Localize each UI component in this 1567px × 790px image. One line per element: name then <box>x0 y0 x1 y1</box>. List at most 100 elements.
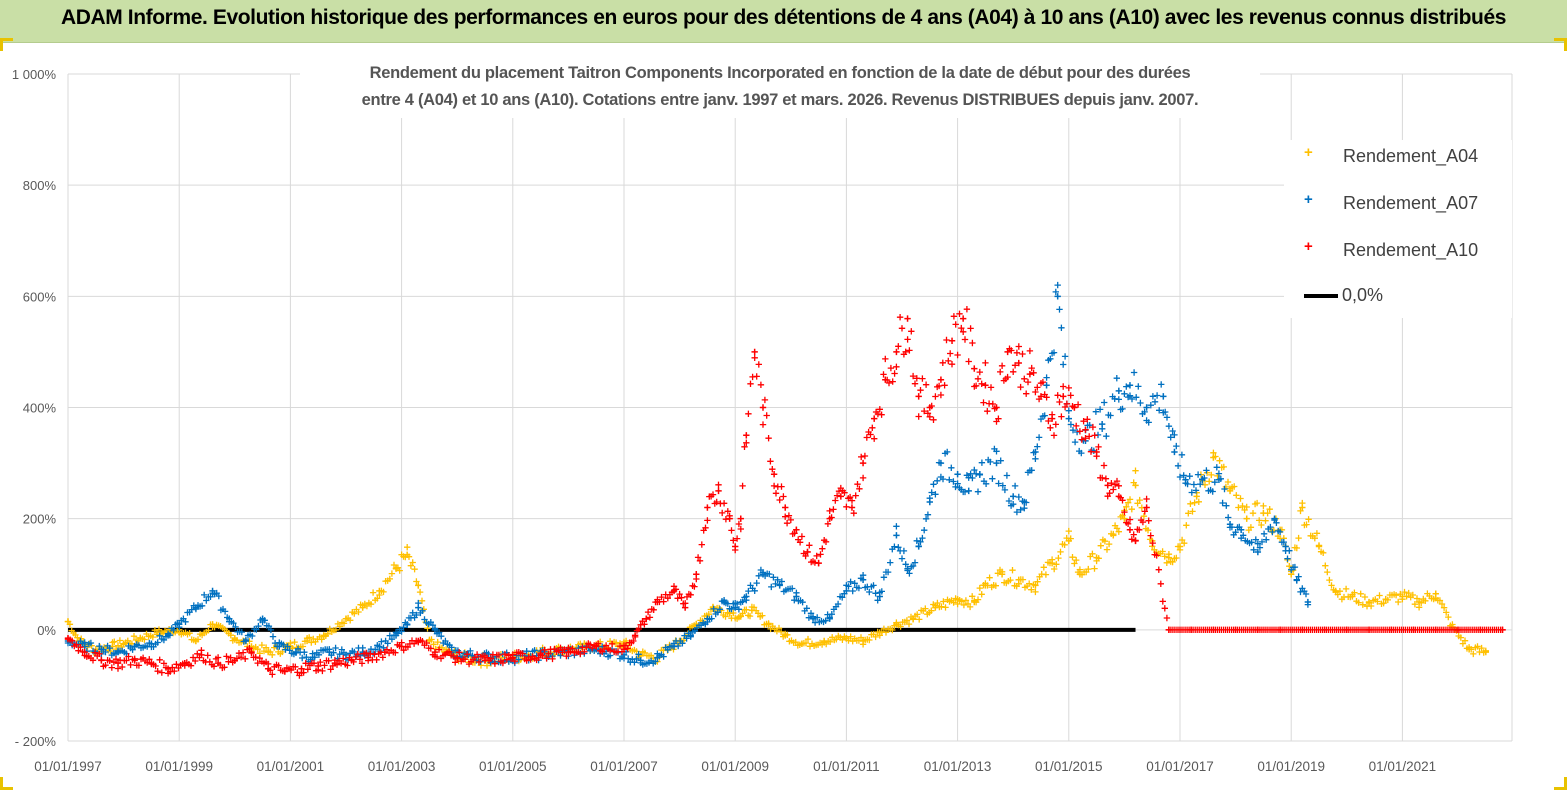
data-point <box>376 587 383 595</box>
data-point <box>1260 509 1267 517</box>
data-point <box>164 632 172 639</box>
data-point <box>820 637 828 645</box>
data-point <box>292 648 300 656</box>
data-point <box>1054 293 1061 300</box>
data-point <box>893 621 900 628</box>
data-point <box>137 634 144 642</box>
data-point <box>726 515 733 522</box>
data-point <box>120 640 127 647</box>
data-point <box>681 604 689 611</box>
data-point <box>1021 498 1028 506</box>
data-point <box>759 571 767 578</box>
data-point <box>1098 420 1106 428</box>
data-point <box>164 665 172 672</box>
data-point <box>687 632 694 639</box>
data-point <box>214 659 222 667</box>
data-point <box>1232 626 1239 634</box>
series-markers-Rendement_A10 <box>64 306 1506 679</box>
x-tick-label: 01/01/2017 <box>1146 759 1214 774</box>
data-point <box>926 404 933 411</box>
y-tick-label: - 200% <box>15 734 57 749</box>
data-point <box>1071 404 1078 411</box>
x-tick-label: 01/01/1997 <box>34 759 102 774</box>
data-point <box>909 615 917 622</box>
data-point <box>131 643 138 650</box>
data-point <box>81 648 88 656</box>
data-point <box>81 643 88 650</box>
data-point <box>915 543 922 550</box>
data-point <box>876 593 883 600</box>
data-point <box>637 657 644 664</box>
data-point <box>264 648 272 656</box>
legend-marker-a07: + <box>1304 191 1313 208</box>
data-point <box>843 634 850 642</box>
data-point <box>1388 626 1395 634</box>
data-point <box>654 654 661 661</box>
data-point <box>593 643 600 650</box>
data-point <box>1043 382 1050 389</box>
data-point <box>1010 493 1017 500</box>
data-point <box>309 654 316 661</box>
data-point <box>192 637 200 645</box>
data-point <box>1226 521 1234 528</box>
data-point <box>403 551 411 558</box>
banner: ADAM Informe. Evolution historique des p… <box>0 0 1567 43</box>
chart-title-line-1: Rendement du placement Taitron Component… <box>369 64 1191 82</box>
data-point <box>1132 537 1139 545</box>
data-point <box>993 404 1000 411</box>
data-point <box>348 657 355 664</box>
data-point <box>326 648 333 656</box>
data-point <box>704 615 711 622</box>
data-point <box>231 657 238 664</box>
series-markers-Rendement_A07 <box>64 281 1312 668</box>
data-point <box>259 615 266 622</box>
series-Rendement_A04 <box>64 449 1489 669</box>
data-point <box>965 487 972 495</box>
data-point <box>1210 454 1217 461</box>
data-point <box>893 348 900 356</box>
data-point <box>926 498 933 506</box>
data-point <box>1482 648 1489 656</box>
corner-accent-bottom-right <box>1554 777 1567 790</box>
data-point <box>342 651 350 659</box>
y-tick-label: 0% <box>37 623 56 638</box>
data-point <box>1382 596 1389 603</box>
data-point <box>114 659 122 667</box>
data-point <box>1032 448 1039 456</box>
data-point <box>782 504 789 511</box>
data-point <box>859 459 867 467</box>
data-point <box>1126 382 1134 389</box>
data-point <box>809 615 817 622</box>
data-point <box>1454 626 1462 634</box>
data-point <box>1048 559 1056 567</box>
data-point <box>982 582 989 589</box>
data-point <box>1365 598 1373 606</box>
data-point <box>793 526 800 533</box>
corner-accent-top-right <box>1554 38 1567 51</box>
data-point <box>1065 415 1072 422</box>
data-point <box>759 404 767 411</box>
data-point <box>192 604 200 611</box>
legend-marker-a04: + <box>1304 144 1313 161</box>
data-point <box>937 376 945 383</box>
data-point <box>1165 554 1173 561</box>
data-point <box>1076 571 1084 578</box>
data-point <box>793 593 800 600</box>
x-tick-label: 01/01/1999 <box>145 759 213 774</box>
data-point <box>415 604 422 611</box>
data-point <box>264 665 272 672</box>
data-point <box>1315 543 1323 550</box>
data-point <box>242 637 250 645</box>
data-point <box>971 598 978 606</box>
data-point <box>1160 393 1167 400</box>
data-point <box>1365 626 1373 634</box>
data-point <box>1121 515 1128 522</box>
data-point <box>1199 476 1206 483</box>
series-markers-Rendement_A04 <box>64 449 1489 669</box>
data-point <box>1299 504 1306 511</box>
banner-title: ADAM Informe. Evolution historique des p… <box>60 6 1507 29</box>
data-point <box>1065 537 1072 545</box>
data-point <box>893 532 900 539</box>
data-point <box>481 657 489 664</box>
